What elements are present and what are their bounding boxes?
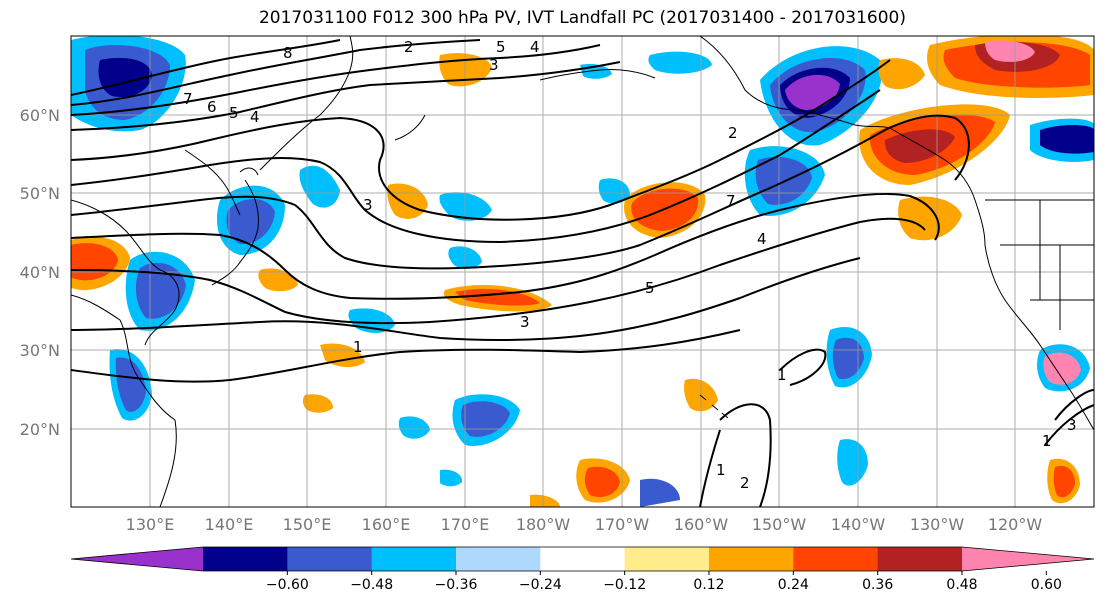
latitude-labels: 60°N 50°N 40°N 30°N 20°N [20, 106, 60, 439]
colorbar-outline [70, 546, 1095, 572]
svg-text:120°W: 120°W [988, 515, 1043, 534]
svg-text:8: 8 [283, 44, 293, 62]
svg-text:160°E: 160°E [362, 515, 411, 534]
svg-text:5: 5 [496, 38, 506, 56]
colorbar-segment [624, 547, 710, 571]
longitude-labels: 130°E 140°E 150°E 160°E 170°E 180°W 170°… [126, 515, 1043, 534]
svg-text:7: 7 [183, 90, 193, 108]
svg-text:140°E: 140°E [205, 515, 254, 534]
colorbar-segment [877, 547, 963, 571]
colorbar-tick-label: 0.36 [862, 577, 893, 593]
svg-text:130°E: 130°E [126, 515, 175, 534]
svg-text:7: 7 [726, 192, 736, 210]
contour-labels: 8 7 6 5 4 3 2 5 4 3 2 7 4 5 3 1 1 1 2 1 … [183, 38, 1077, 492]
pv-contours [71, 39, 1094, 507]
colorbar-segment [456, 547, 541, 571]
svg-text:140°W: 140°W [831, 515, 886, 534]
svg-text:30°N: 30°N [20, 341, 60, 360]
colorbar-segment [540, 547, 626, 571]
colorbar-tick-label: −0.48 [350, 577, 393, 593]
svg-text:5: 5 [645, 279, 655, 297]
colorbar-tick-label: 0.24 [778, 577, 809, 593]
svg-text:1: 1 [1042, 432, 1052, 450]
colorbar-segment [793, 547, 879, 571]
svg-text:5: 5 [229, 104, 239, 122]
colorbar-tick-label: −0.24 [519, 577, 562, 593]
svg-text:2: 2 [740, 474, 750, 492]
svg-text:130°W: 130°W [910, 515, 965, 534]
colorbar-tick-label: 0.60 [1031, 577, 1062, 593]
colorbar-extend-low [71, 547, 203, 571]
colorbar-segment [287, 547, 373, 571]
colorbar-segment [709, 547, 794, 571]
svg-text:20°N: 20°N [20, 420, 60, 439]
map-border [70, 35, 1095, 508]
svg-text:3: 3 [1067, 416, 1077, 434]
coastlines [71, 36, 1094, 507]
colorbar-tick-label: 0.48 [946, 577, 977, 593]
colorbar-extend-high [962, 547, 1094, 571]
svg-text:180°W: 180°W [516, 515, 571, 534]
svg-text:2: 2 [728, 124, 738, 142]
colorbar-tick-label: −0.12 [603, 577, 646, 593]
svg-text:4: 4 [250, 108, 260, 126]
map-title: 2017031100 F012 300 hPa PV, IVT Landfall… [258, 8, 906, 28]
svg-text:3: 3 [363, 196, 373, 214]
colorbar-tick-label: 0.12 [693, 577, 724, 593]
svg-text:6: 6 [207, 98, 217, 116]
svg-text:60°N: 60°N [20, 106, 60, 125]
colorbar-segment [371, 547, 457, 571]
colorbar-tick-label: −0.60 [266, 577, 309, 593]
svg-text:50°N: 50°N [20, 184, 60, 203]
svg-text:170°W: 170°W [595, 515, 650, 534]
svg-text:1: 1 [716, 461, 726, 479]
colorbar: −0.60 −0.48 −0.36 −0.24 −0.12 0.12 0.24 0.36 0.4… [70, 546, 1095, 593]
svg-text:150°W: 150°W [752, 515, 807, 534]
svg-text:4: 4 [530, 38, 540, 56]
svg-text:4: 4 [757, 230, 767, 248]
gridlines [71, 36, 1094, 507]
svg-text:160°W: 160°W [674, 515, 729, 534]
svg-text:1: 1 [353, 338, 363, 356]
svg-text:3: 3 [489, 56, 499, 74]
svg-text:170°E: 170°E [441, 515, 490, 534]
svg-text:40°N: 40°N [20, 263, 60, 282]
svg-text:2: 2 [404, 38, 414, 56]
svg-text:150°E: 150°E [283, 515, 332, 534]
svg-text:1: 1 [777, 366, 787, 384]
colorbar-tick-label: −0.36 [435, 577, 478, 593]
svg-text:3: 3 [520, 313, 530, 331]
colorbar-segment [203, 547, 288, 571]
